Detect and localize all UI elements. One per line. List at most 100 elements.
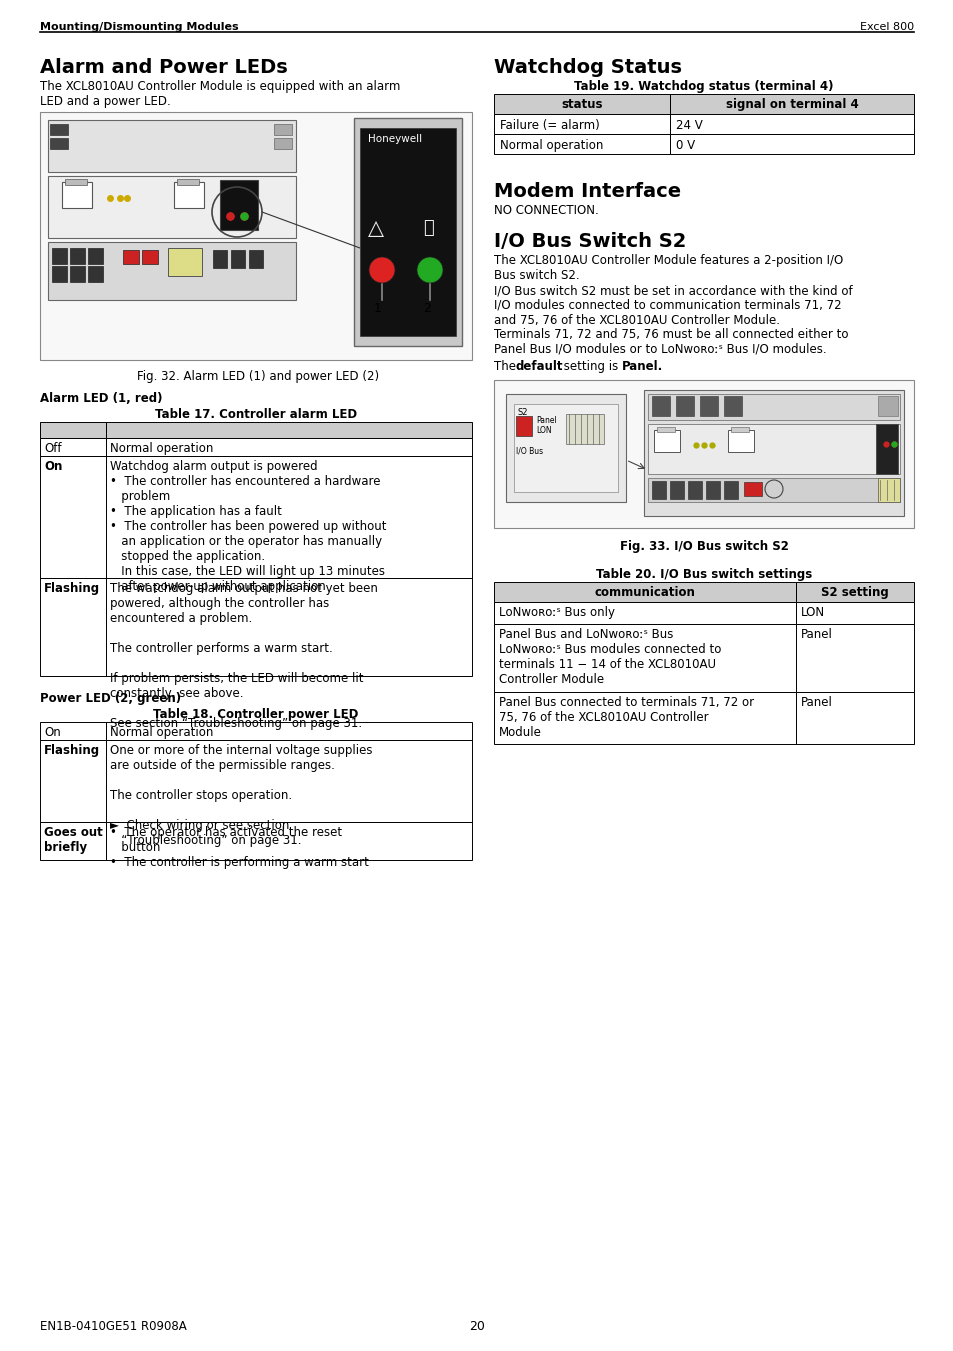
Text: S2 setting: S2 setting	[821, 586, 888, 598]
Text: LON: LON	[536, 426, 551, 435]
Text: Watchdog alarm output is powered
•  The controller has encountered a hardware
  : Watchdog alarm output is powered • The c…	[110, 459, 386, 593]
Bar	[48, 242, 295, 300]
Bar	[669, 134, 913, 154]
Bar	[647, 424, 899, 474]
Text: The watchdog alarm output has not yet been
powered, although the controller has
: The watchdog alarm output has not yet be…	[110, 582, 377, 730]
Bar	[795, 624, 913, 692]
Bar	[213, 250, 227, 267]
Text: Watchdog Status: Watchdog Status	[494, 58, 681, 77]
Text: Goes out
briefly: Goes out briefly	[44, 825, 103, 854]
Bar	[40, 438, 106, 457]
Text: Off: Off	[44, 442, 61, 455]
Text: communication: communication	[594, 586, 695, 598]
Text: Normal operation: Normal operation	[110, 725, 213, 739]
Bar	[70, 266, 85, 282]
Text: Normal operation: Normal operation	[499, 139, 602, 153]
Text: Panel: Panel	[801, 696, 832, 709]
Bar	[743, 482, 761, 496]
Bar	[40, 112, 472, 359]
Text: The: The	[494, 359, 519, 373]
Bar	[700, 396, 718, 416]
Bar	[494, 582, 795, 603]
Bar	[875, 424, 897, 474]
Bar	[877, 396, 897, 416]
Circle shape	[369, 257, 395, 282]
Text: Panel: Panel	[536, 416, 557, 426]
Bar	[494, 603, 795, 624]
Bar	[494, 624, 795, 692]
Text: LON: LON	[801, 607, 824, 619]
Bar	[651, 396, 669, 416]
Bar	[50, 138, 68, 149]
Bar	[727, 430, 753, 453]
Bar	[795, 582, 913, 603]
Text: signal on terminal 4: signal on terminal 4	[725, 99, 858, 111]
Text: On: On	[44, 459, 62, 473]
Text: •  The operator has activated the reset
   button
•  The controller is performin: • The operator has activated the reset b…	[110, 825, 369, 869]
Text: On: On	[44, 725, 61, 739]
Bar	[70, 249, 85, 263]
Text: Mounting/Dismounting Modules: Mounting/Dismounting Modules	[40, 22, 238, 32]
Bar	[40, 740, 106, 821]
Bar	[40, 422, 106, 438]
Bar	[50, 124, 68, 135]
Bar	[106, 422, 472, 438]
Bar	[106, 457, 472, 578]
Text: NO CONNECTION.: NO CONNECTION.	[494, 204, 598, 218]
Bar	[173, 182, 204, 208]
Bar	[723, 481, 738, 499]
Text: setting is: setting is	[559, 359, 621, 373]
Text: LᴏNᴡᴏʀᴏːˢ Bus only: LᴏNᴡᴏʀᴏːˢ Bus only	[498, 607, 615, 619]
Bar	[676, 396, 693, 416]
Bar	[52, 266, 67, 282]
Bar	[494, 134, 669, 154]
Text: 24 V: 24 V	[676, 119, 702, 132]
Text: EN1B-0410GE51 R0908A: EN1B-0410GE51 R0908A	[40, 1320, 187, 1333]
Text: 0 V: 0 V	[676, 139, 695, 153]
Bar	[669, 95, 913, 113]
Bar	[647, 394, 899, 420]
Bar	[62, 182, 91, 208]
Bar	[651, 481, 665, 499]
Bar	[565, 413, 603, 444]
Bar	[687, 481, 701, 499]
Bar	[514, 404, 618, 492]
Bar	[643, 390, 903, 516]
Text: I/O Bus Switch S2: I/O Bus Switch S2	[494, 232, 685, 251]
Bar	[705, 481, 720, 499]
Bar	[88, 249, 103, 263]
Bar	[106, 821, 472, 861]
Bar	[354, 118, 461, 346]
Bar	[494, 113, 669, 134]
Bar	[654, 430, 679, 453]
Text: 20: 20	[469, 1320, 484, 1333]
Text: The XCL8010AU Controller Module features a 2-position I/O
Bus switch S2.: The XCL8010AU Controller Module features…	[494, 254, 842, 282]
Text: Failure (= alarm): Failure (= alarm)	[499, 119, 599, 132]
Text: Alarm LED (1, red): Alarm LED (1, red)	[40, 392, 162, 405]
Bar	[505, 394, 625, 503]
Bar	[669, 481, 683, 499]
Bar	[249, 250, 263, 267]
Bar	[647, 478, 899, 503]
Bar	[48, 120, 295, 172]
Text: Panel Bus connected to terminals 71, 72 or
75, 76 of the XCL8010AU Controller
Mo: Panel Bus connected to terminals 71, 72 …	[498, 696, 753, 739]
Text: Excel 800: Excel 800	[859, 22, 913, 32]
Text: Panel: Panel	[801, 628, 832, 640]
Text: Normal operation: Normal operation	[110, 442, 213, 455]
Bar	[106, 578, 472, 676]
Bar	[106, 740, 472, 821]
Bar	[106, 438, 472, 457]
Text: I/O Bus: I/O Bus	[516, 446, 542, 455]
Text: Table 19. Watchdog status (terminal 4): Table 19. Watchdog status (terminal 4)	[574, 80, 833, 93]
Text: Modem Interface: Modem Interface	[494, 182, 680, 201]
Bar	[142, 250, 158, 263]
Bar	[730, 427, 748, 432]
Bar	[123, 250, 139, 263]
Bar	[669, 113, 913, 134]
Text: I/O Bus switch S2 must be set in accordance with the kind of
I/O modules connect: I/O Bus switch S2 must be set in accorda…	[494, 284, 852, 327]
Bar	[494, 380, 913, 528]
Text: Fig. 33. I/O Bus switch S2: Fig. 33. I/O Bus switch S2	[618, 540, 787, 553]
Text: One or more of the internal voltage supplies
are outside of the permissible rang: One or more of the internal voltage supp…	[110, 744, 372, 847]
Text: Honeywell: Honeywell	[368, 134, 421, 145]
Bar	[723, 396, 741, 416]
